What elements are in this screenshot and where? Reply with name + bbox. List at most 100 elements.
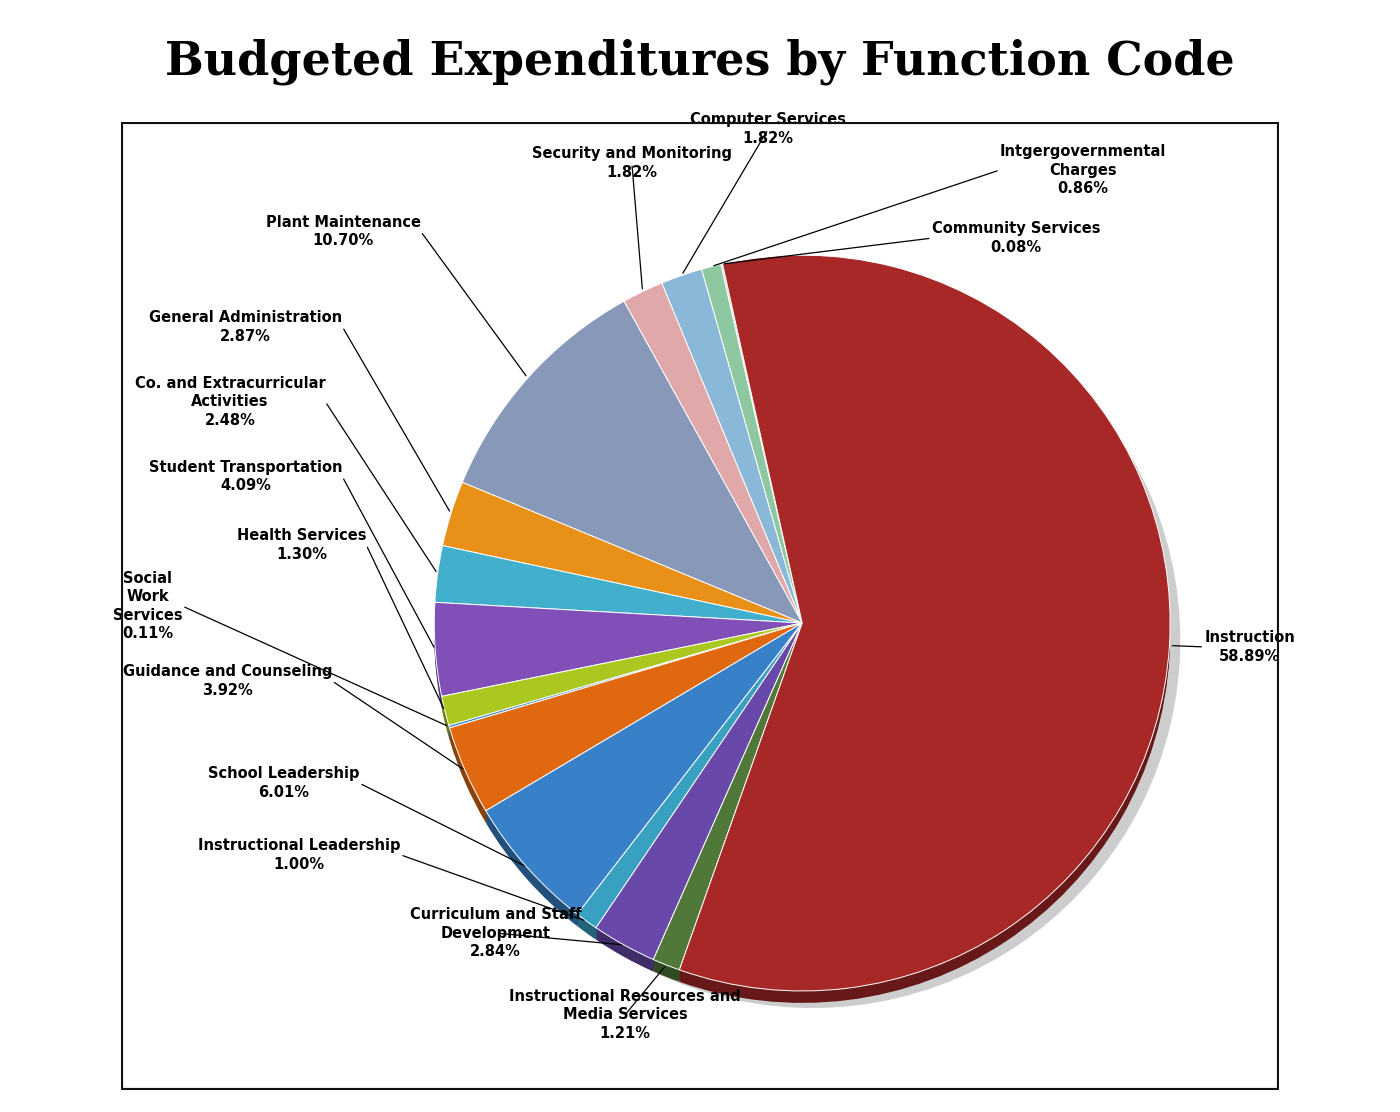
Wedge shape bbox=[624, 288, 802, 628]
Wedge shape bbox=[679, 267, 1170, 1003]
Wedge shape bbox=[462, 308, 802, 631]
Wedge shape bbox=[701, 271, 802, 631]
Wedge shape bbox=[624, 292, 802, 633]
Wedge shape bbox=[441, 628, 802, 731]
Wedge shape bbox=[662, 279, 802, 633]
Wedge shape bbox=[721, 266, 802, 625]
Wedge shape bbox=[672, 286, 812, 641]
Text: Plant Maintenance
10.70%: Plant Maintenance 10.70% bbox=[266, 215, 420, 248]
Wedge shape bbox=[679, 262, 1170, 999]
Wedge shape bbox=[701, 267, 802, 625]
Wedge shape bbox=[721, 271, 802, 631]
Wedge shape bbox=[654, 628, 802, 974]
Wedge shape bbox=[449, 633, 802, 737]
Wedge shape bbox=[435, 546, 802, 623]
Wedge shape bbox=[721, 276, 802, 635]
Wedge shape bbox=[654, 623, 802, 970]
Wedge shape bbox=[577, 628, 802, 933]
Wedge shape bbox=[449, 631, 802, 818]
Wedge shape bbox=[486, 631, 802, 922]
Wedge shape bbox=[731, 281, 812, 641]
Wedge shape bbox=[435, 553, 802, 631]
Wedge shape bbox=[496, 641, 812, 931]
Wedge shape bbox=[435, 548, 802, 625]
Wedge shape bbox=[662, 274, 802, 628]
Text: Guidance and Counseling
3.92%: Guidance and Counseling 3.92% bbox=[123, 664, 332, 698]
Wedge shape bbox=[442, 483, 802, 623]
Wedge shape bbox=[445, 563, 812, 641]
Wedge shape bbox=[596, 633, 802, 969]
Text: Co. and Extracurricular
Activities
2.48%: Co. and Extracurricular Activities 2.48% bbox=[134, 376, 325, 428]
Wedge shape bbox=[596, 635, 802, 972]
Wedge shape bbox=[434, 603, 802, 696]
Wedge shape bbox=[486, 625, 802, 916]
Wedge shape bbox=[624, 284, 802, 623]
Wedge shape bbox=[462, 306, 802, 628]
Wedge shape bbox=[442, 485, 802, 625]
Wedge shape bbox=[452, 499, 812, 641]
Wedge shape bbox=[664, 641, 812, 986]
Wedge shape bbox=[701, 276, 802, 635]
Wedge shape bbox=[596, 625, 802, 962]
Text: Instructional Leadership
1.00%: Instructional Leadership 1.00% bbox=[197, 838, 400, 872]
Wedge shape bbox=[462, 314, 802, 635]
Text: Instruction
58.89%: Instruction 58.89% bbox=[1204, 631, 1295, 664]
Wedge shape bbox=[442, 494, 802, 635]
Wedge shape bbox=[472, 318, 812, 641]
Wedge shape bbox=[435, 550, 802, 628]
Wedge shape bbox=[577, 635, 802, 940]
Wedge shape bbox=[441, 631, 802, 733]
Wedge shape bbox=[486, 628, 802, 919]
Wedge shape bbox=[606, 641, 812, 976]
Wedge shape bbox=[452, 641, 812, 743]
Wedge shape bbox=[679, 260, 1170, 995]
Wedge shape bbox=[662, 281, 802, 635]
Wedge shape bbox=[624, 295, 802, 635]
Wedge shape bbox=[445, 619, 812, 714]
Wedge shape bbox=[434, 609, 802, 704]
Text: Health Services
1.30%: Health Services 1.30% bbox=[237, 528, 367, 562]
Wedge shape bbox=[435, 557, 802, 635]
Wedge shape bbox=[449, 623, 802, 811]
Text: Social
Work
Services
0.11%: Social Work Services 0.11% bbox=[112, 570, 182, 642]
Wedge shape bbox=[462, 304, 802, 625]
Wedge shape bbox=[624, 286, 802, 625]
Text: Security and Monitoring
1.82%: Security and Monitoring 1.82% bbox=[532, 147, 732, 180]
Wedge shape bbox=[442, 489, 802, 631]
Wedge shape bbox=[442, 492, 802, 633]
Wedge shape bbox=[721, 264, 802, 623]
Wedge shape bbox=[577, 625, 802, 930]
Wedge shape bbox=[596, 631, 802, 966]
Wedge shape bbox=[462, 310, 802, 633]
Wedge shape bbox=[662, 277, 802, 631]
Wedge shape bbox=[449, 628, 802, 815]
Wedge shape bbox=[462, 301, 802, 623]
Wedge shape bbox=[449, 625, 802, 731]
Wedge shape bbox=[654, 633, 802, 980]
Wedge shape bbox=[449, 631, 802, 735]
Text: Curriculum and Staff
Development
2.84%: Curriculum and Staff Development 2.84% bbox=[410, 907, 581, 960]
Wedge shape bbox=[588, 641, 812, 945]
Text: Community Services
0.08%: Community Services 0.08% bbox=[931, 221, 1100, 255]
Wedge shape bbox=[624, 290, 802, 631]
Wedge shape bbox=[701, 265, 802, 623]
Wedge shape bbox=[654, 635, 802, 982]
Wedge shape bbox=[679, 258, 1170, 993]
Wedge shape bbox=[577, 631, 802, 935]
Wedge shape bbox=[434, 612, 802, 706]
Wedge shape bbox=[449, 623, 802, 728]
Wedge shape bbox=[435, 555, 802, 633]
Wedge shape bbox=[654, 631, 802, 977]
Wedge shape bbox=[442, 487, 802, 628]
Wedge shape bbox=[449, 635, 802, 739]
Wedge shape bbox=[577, 623, 802, 927]
Wedge shape bbox=[662, 271, 802, 625]
Text: Instructional Resources and
Media Services
1.21%: Instructional Resources and Media Servic… bbox=[510, 989, 741, 1041]
Wedge shape bbox=[459, 641, 812, 745]
Text: Intgergovernmental
Charges
0.86%: Intgergovernmental Charges 0.86% bbox=[1000, 143, 1166, 196]
Wedge shape bbox=[662, 269, 802, 623]
Wedge shape bbox=[441, 625, 802, 728]
Wedge shape bbox=[434, 607, 802, 702]
Wedge shape bbox=[459, 641, 812, 827]
Wedge shape bbox=[449, 625, 802, 813]
